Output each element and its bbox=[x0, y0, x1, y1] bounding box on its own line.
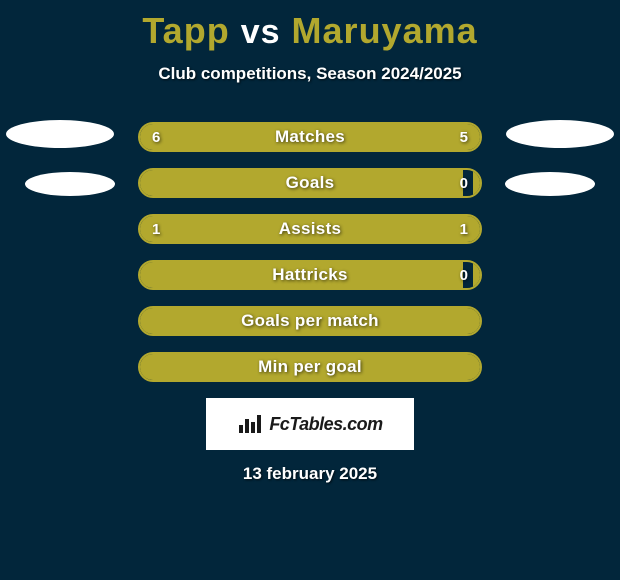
stat-label: Goals bbox=[140, 170, 480, 196]
player2-avatar-bottom bbox=[505, 172, 595, 196]
stats-bars-container: Matches65Goals0Assists11Hattricks0Goals … bbox=[138, 122, 482, 382]
stat-row: Matches6 5 bbox=[138, 122, 482, 152]
stat-value-right: 5 bbox=[460, 124, 468, 150]
stat-value-right: 0 bbox=[460, 170, 468, 196]
stat-row: Assists1 1 bbox=[138, 214, 482, 244]
stat-row: Goals0 bbox=[138, 168, 482, 198]
stat-value-left: 6 bbox=[152, 124, 160, 150]
vs-separator: vs bbox=[241, 13, 281, 51]
stat-label: Matches bbox=[140, 124, 480, 150]
stat-label: Assists bbox=[140, 216, 480, 242]
player2-name: Maruyama bbox=[292, 10, 478, 51]
stat-value-right: 0 bbox=[460, 262, 468, 288]
stat-label: Goals per match bbox=[140, 308, 480, 334]
season-subtitle: Club competitions, Season 2024/2025 bbox=[0, 64, 620, 84]
bars-chart-icon bbox=[237, 413, 263, 435]
stat-row: Hattricks0 bbox=[138, 260, 482, 290]
player1-avatar-top bbox=[6, 120, 114, 148]
player2-avatar-top bbox=[506, 120, 614, 148]
stat-row: Goals per match bbox=[138, 306, 482, 336]
snapshot-date: 13 february 2025 bbox=[0, 464, 620, 484]
source-logo: FcTables.com bbox=[206, 398, 414, 450]
stat-label: Hattricks bbox=[140, 262, 480, 288]
source-name: FcTables.com bbox=[269, 414, 382, 435]
player1-avatar-bottom bbox=[25, 172, 115, 196]
stat-value-left: 1 bbox=[152, 216, 160, 242]
stat-value-right: 1 bbox=[460, 216, 468, 242]
stat-row: Min per goal bbox=[138, 352, 482, 382]
player1-name: Tapp bbox=[142, 10, 229, 51]
comparison-title: Tapp vs Maruyama bbox=[0, 0, 620, 52]
stat-label: Min per goal bbox=[140, 354, 480, 380]
